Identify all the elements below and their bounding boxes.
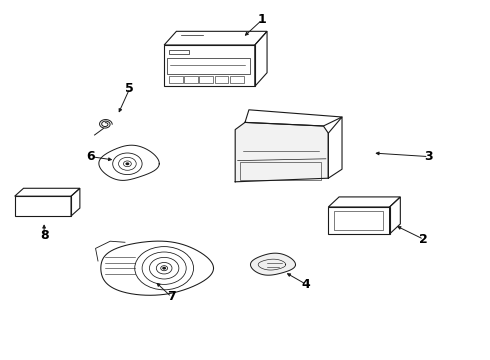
Text: 2: 2 [419, 233, 428, 246]
Text: 6: 6 [86, 150, 95, 163]
Bar [334, 211, 383, 230]
Polygon shape [235, 122, 328, 182]
Text: 5: 5 [125, 82, 134, 95]
Text: 1: 1 [258, 13, 267, 26]
Bar [169, 76, 183, 83]
Text: 7: 7 [167, 291, 176, 303]
Bar [240, 162, 321, 180]
Bar [215, 76, 228, 83]
Text: 8: 8 [40, 229, 49, 242]
Bar [199, 76, 213, 83]
Bar [167, 58, 250, 74]
Bar [169, 50, 189, 54]
Polygon shape [250, 253, 295, 275]
Text: 3: 3 [424, 150, 433, 163]
Bar [184, 76, 198, 83]
Circle shape [162, 267, 166, 270]
Circle shape [125, 162, 129, 165]
Text: 4: 4 [302, 278, 311, 291]
Bar [230, 76, 244, 83]
